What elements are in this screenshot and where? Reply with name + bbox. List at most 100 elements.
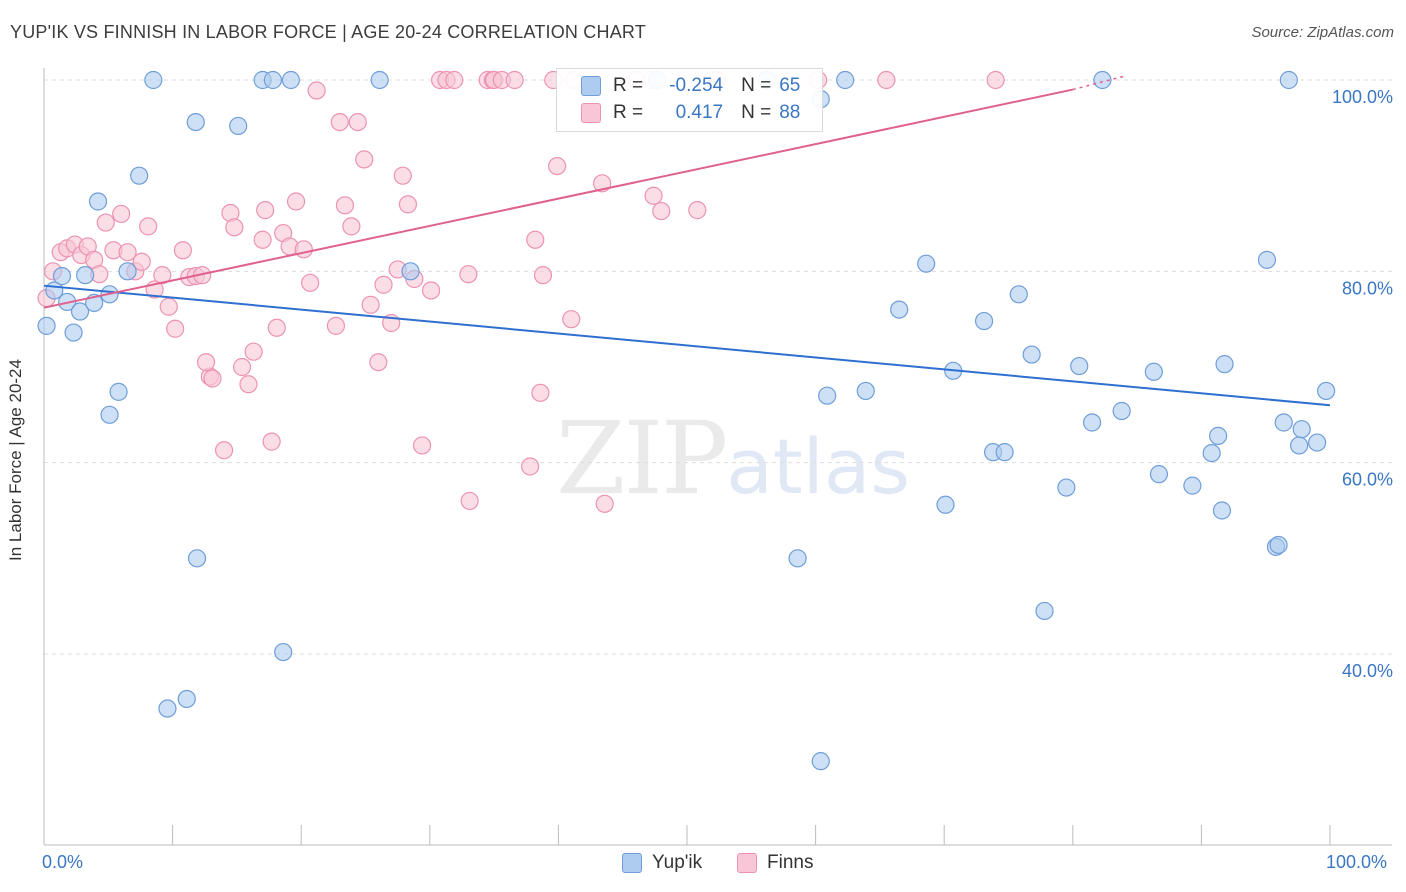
finns-point — [239, 375, 258, 394]
y-tick-label: 80.0% — [1342, 278, 1393, 298]
finns-point — [262, 432, 281, 451]
finns-point — [374, 275, 393, 294]
finns-point — [326, 316, 346, 335]
finns-point — [369, 353, 388, 372]
series-legend-yupik[interactable]: Yup'ik — [622, 852, 702, 874]
yupik-point — [1057, 478, 1076, 497]
finns-point — [342, 217, 361, 236]
yupik-point — [274, 642, 293, 662]
yupik-point — [917, 254, 936, 273]
finns-point — [294, 240, 313, 259]
yupik-point — [177, 689, 196, 709]
finns-point — [986, 70, 1005, 90]
finns-point — [159, 297, 178, 316]
yupik-point — [1274, 413, 1293, 432]
finns-point — [118, 243, 137, 262]
series-legend-finns[interactable]: Finns — [737, 852, 813, 874]
finns-point — [521, 457, 540, 476]
yupik-point — [836, 70, 855, 90]
yupik-point — [1202, 444, 1221, 463]
correlation-legend: R = -0.254 N = 65 R = 0.417 N = 88 — [556, 68, 823, 132]
finns-point — [460, 491, 479, 511]
chart-title: YUP'IK VS FINNISH IN LABOR FORCE | AGE 2… — [10, 22, 646, 42]
axes — [43, 68, 1392, 846]
yupik-point — [974, 311, 994, 331]
finns-point — [348, 112, 367, 132]
finns-point — [203, 369, 222, 388]
yupik-point — [70, 302, 90, 321]
yupik-swatch — [622, 853, 642, 873]
yupik-point — [1279, 70, 1298, 90]
finns-point — [526, 230, 545, 249]
yupik-point — [1022, 345, 1041, 364]
finns-point — [286, 192, 306, 211]
legend-n-label: N = — [741, 102, 772, 123]
finns-points — [37, 70, 1005, 513]
yupik-point — [52, 267, 72, 286]
yupik-point — [1317, 381, 1336, 401]
finns-point — [548, 157, 567, 176]
finns-point — [267, 318, 286, 337]
finns-point — [214, 441, 234, 460]
finns-point — [644, 186, 663, 205]
yupik-point — [263, 70, 283, 90]
legend-n-value: 65 — [779, 75, 801, 96]
finns-point — [256, 201, 275, 220]
yupik-point — [1070, 356, 1089, 376]
finns-point — [877, 70, 896, 90]
finns-point — [166, 319, 185, 338]
yupik-point — [1292, 420, 1311, 439]
yupik-point — [1215, 355, 1234, 374]
watermark: ZIPatlas — [556, 400, 910, 517]
yupik-point — [1082, 413, 1102, 432]
yupik-point — [1209, 426, 1228, 445]
yupik-points — [37, 70, 1336, 771]
legend-r-value: -0.254 — [669, 75, 724, 96]
finns-point — [531, 383, 550, 402]
y-tick-labels: 100.0% 80.0% 60.0% 40.0% — [1332, 87, 1393, 681]
yupik-point — [187, 549, 207, 568]
finns-point — [361, 295, 380, 314]
finns-point — [330, 112, 349, 132]
yupik-point — [158, 699, 177, 718]
finns-point — [301, 273, 320, 292]
yupik-point — [144, 70, 163, 90]
legend-n-label: N = — [741, 75, 772, 96]
yupik-point — [130, 166, 149, 185]
yupik-point — [1183, 476, 1202, 495]
legend-n-value: 88 — [779, 102, 801, 123]
yupik-point — [788, 549, 807, 568]
trend-lines — [43, 75, 1331, 407]
y-axis-label: In Labor Force | Age 20-24 — [6, 359, 25, 561]
finns-point — [335, 196, 355, 215]
finns-point — [421, 281, 441, 300]
yupik-point — [1269, 535, 1288, 555]
yupik-point — [1212, 501, 1232, 520]
source-credit: Source: ZipAtlas.com — [1251, 24, 1394, 41]
finns-swatch — [737, 853, 757, 873]
yupik-point — [1093, 70, 1112, 90]
finns-label: Finns — [767, 852, 814, 873]
finns-point — [232, 357, 252, 377]
yupik-trend-line — [43, 284, 1331, 407]
yupik-point — [1009, 285, 1028, 304]
legend-swatch-yupik — [581, 76, 601, 96]
yupik-point — [186, 112, 205, 132]
legend-row-finns: R = 0.417 N = 88 — [581, 100, 800, 126]
series-legend: Yup'ik Finns — [0, 852, 1406, 876]
x-tick-label-max: 100.0% — [1326, 852, 1388, 872]
finns-point — [393, 166, 412, 185]
yupik-point — [109, 382, 128, 401]
finns-point — [253, 230, 272, 249]
yupik-point — [995, 443, 1014, 462]
yupik-point — [1290, 436, 1309, 455]
yupik-label: Yup'ik — [652, 852, 703, 873]
yupik-point — [890, 300, 909, 319]
x-tick-label-min: 0.0% — [42, 852, 84, 872]
finns-trend-extension — [1072, 75, 1125, 91]
yupik-point — [76, 266, 95, 285]
finns-point — [225, 218, 244, 237]
finns-point — [196, 353, 216, 372]
finns-point — [355, 150, 374, 169]
